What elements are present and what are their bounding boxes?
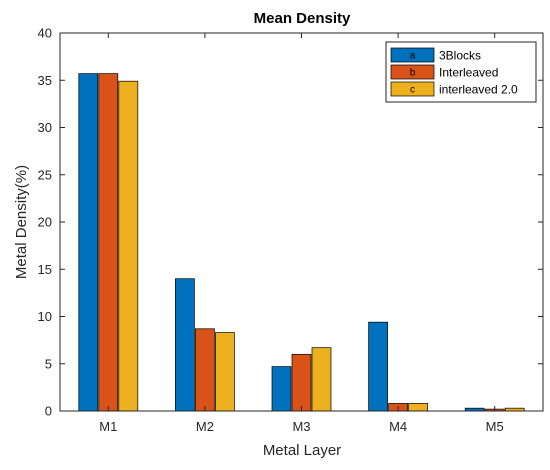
y-tick-label: 20 [38, 215, 52, 230]
x-tick-label-m2: M2 [196, 419, 214, 434]
y-tick-label: 15 [38, 262, 52, 277]
legend-label-a: 3Blocks [439, 49, 481, 63]
bar-b-m1 [98, 73, 119, 412]
bar-b-m3 [291, 353, 312, 412]
legend-code-b: b [410, 68, 416, 79]
bar-c-m1 [118, 80, 139, 412]
y-tick-label: 25 [38, 167, 52, 182]
x-tick-label-m1: M1 [99, 419, 117, 434]
x-axis-title: Metal Layer [263, 442, 341, 459]
bars-layer [78, 73, 525, 412]
legend-label-c: interleaved 2.0 [439, 83, 518, 97]
y-axis-title: Metal Density(%) [13, 165, 30, 279]
chart-title: Mean Density [254, 10, 351, 27]
legend: a 3Blocks b Interleaved c interleaved 2.0 [385, 41, 537, 103]
bar-a-m2 [175, 278, 195, 412]
x-tick-label-m3: M3 [292, 419, 310, 434]
legend-swatch-c [390, 81, 435, 97]
y-tick-label: 0 [45, 404, 52, 419]
bar-a-m4 [368, 321, 388, 412]
y-tick-label: 40 [38, 26, 52, 41]
y-tick-label: 35 [38, 73, 52, 88]
bar-c-m2 [215, 332, 235, 412]
bar-a-m1 [78, 73, 99, 412]
x-tick-label-m4: M4 [389, 419, 407, 434]
bar-a-m3 [271, 366, 292, 412]
legend-code-a: a [410, 51, 416, 62]
y-tick-label: 5 [45, 356, 52, 371]
ticks-layer: 0 5 10 15 20 25 30 35 40 M1 M2 M3 M4 M5 [38, 26, 543, 434]
y-tick-label: 30 [38, 120, 52, 135]
legend-code-c: c [410, 85, 415, 96]
bar-b-m2 [195, 328, 215, 412]
legend-swatch-b [390, 64, 435, 80]
legend-swatch-a [390, 47, 435, 63]
y-tick-label: 10 [38, 309, 52, 324]
bar-c-m3 [311, 347, 332, 412]
x-tick-label-m5: M5 [486, 419, 504, 434]
bar-c-m4 [408, 403, 428, 412]
legend-label-b: Interleaved [439, 66, 498, 80]
